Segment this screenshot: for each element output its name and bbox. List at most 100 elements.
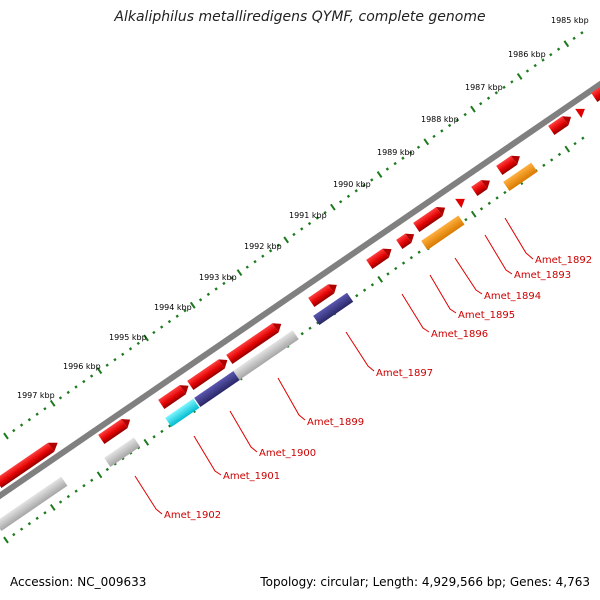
- minor-tick-mark: [136, 341, 140, 346]
- minor-tick-mark: [393, 161, 397, 166]
- forward-gene[interactable]: [308, 280, 340, 307]
- minor-tick-mark: [495, 196, 499, 200]
- genome-backbone: [0, 80, 600, 500]
- major-tick-mark: [49, 399, 56, 407]
- leader-amet-1902: [134, 475, 163, 515]
- forward-gene[interactable]: [158, 381, 191, 409]
- minor-tick-mark: [27, 522, 32, 526]
- minor-tick-mark: [401, 261, 406, 265]
- reverse-gene-cyan[interactable]: [165, 398, 200, 427]
- forward-gene[interactable]: [396, 230, 417, 249]
- gene-label-amet-1892[interactable]: Amet_1892: [535, 255, 592, 266]
- minor-tick-mark: [541, 58, 545, 62]
- gene-label-amet-1900[interactable]: Amet_1900: [259, 448, 316, 459]
- forward-gene[interactable]: [413, 203, 448, 232]
- minor-tick-mark: [479, 102, 483, 106]
- minor-tick-mark: [409, 151, 413, 155]
- forward-gene[interactable]: [575, 104, 588, 118]
- leader-amet-1893: [484, 234, 513, 275]
- major-tick-mark: [3, 432, 9, 440]
- forward-gene[interactable]: [187, 355, 230, 390]
- leader-amet-1892: [504, 217, 534, 260]
- minor-tick-mark: [315, 216, 319, 220]
- major-tick-mark: [49, 503, 56, 511]
- gene-label-amet-1895[interactable]: Amet_1895: [458, 310, 515, 321]
- major-tick-mark: [330, 203, 336, 211]
- gene-label-amet-1901[interactable]: Amet_1901: [223, 471, 280, 482]
- minor-tick-mark: [105, 467, 110, 472]
- forward-gene[interactable]: [455, 194, 468, 208]
- minor-tick-mark: [542, 163, 546, 168]
- forward-gene[interactable]: [98, 415, 133, 444]
- minor-tick-mark: [12, 532, 16, 537]
- minor-tick-mark: [308, 326, 312, 330]
- minor-tick-mark: [494, 91, 498, 95]
- major-tick-mark: [283, 236, 290, 244]
- kbp-label-1993: 1993 kbp: [199, 273, 237, 282]
- minor-tick-mark: [386, 272, 390, 276]
- minor-tick-mark: [300, 331, 304, 336]
- kbp-label-1994: 1994 kbp: [154, 303, 192, 312]
- reverse-gene-blue[interactable]: [313, 292, 354, 325]
- forward-gene[interactable]: [366, 245, 394, 269]
- forward-gene[interactable]: [496, 152, 523, 175]
- minor-tick-mark: [447, 123, 452, 128]
- minor-tick-mark: [82, 484, 86, 488]
- forward-gene[interactable]: [226, 319, 284, 364]
- major-tick-mark: [470, 210, 477, 218]
- minor-tick-mark: [409, 255, 414, 260]
- accession-text: Accession: NC_009633: [10, 575, 147, 589]
- forward-gene[interactable]: [591, 87, 600, 102]
- minor-tick-mark: [354, 189, 358, 193]
- reverse-strand-genes: [0, 162, 538, 531]
- leader-amet-1895: [429, 274, 457, 314]
- map-title: Alkaliphilus metalliredigens QYMF, compl…: [114, 9, 486, 25]
- forward-strand-genes: [0, 87, 600, 488]
- minor-tick-mark: [394, 266, 398, 271]
- forward-gene[interactable]: [471, 176, 493, 196]
- major-tick-mark: [423, 138, 430, 146]
- minor-tick-mark: [362, 288, 367, 292]
- leader-amet-1900: [229, 410, 258, 453]
- minor-tick-mark: [159, 325, 164, 329]
- minor-tick-mark: [222, 281, 226, 286]
- minor-tick-mark: [198, 298, 203, 302]
- minor-tick-mark: [175, 314, 179, 318]
- minor-tick-mark: [455, 118, 460, 122]
- gene-label-leaders: [134, 217, 534, 515]
- gene-label-amet-1902[interactable]: Amet_1902: [164, 510, 221, 521]
- minor-tick-mark: [105, 363, 109, 367]
- gene-label-amet-1897[interactable]: Amet_1897: [376, 368, 433, 379]
- reverse-gene-gray[interactable]: [233, 330, 299, 380]
- major-tick-mark: [3, 536, 9, 544]
- forward-gene[interactable]: [0, 438, 61, 488]
- minor-tick-mark: [43, 407, 47, 411]
- minor-tick-mark: [385, 167, 390, 171]
- gene-label-amet-1894[interactable]: Amet_1894: [484, 291, 541, 302]
- minor-tick-mark: [440, 129, 444, 133]
- minor-tick-mark: [323, 210, 327, 215]
- minor-tick-mark: [525, 69, 530, 73]
- minor-tick-mark: [27, 417, 32, 422]
- forward-gene[interactable]: [548, 112, 574, 135]
- reverse-gene-orange[interactable]: [503, 162, 538, 191]
- kbp-label-1986: 1986 kbp: [508, 50, 546, 59]
- gene-label-amet-1896[interactable]: Amet_1896: [431, 329, 488, 340]
- reverse-gene-gray[interactable]: [104, 437, 141, 467]
- gene-label-amet-1899[interactable]: Amet_1899: [307, 417, 364, 428]
- major-tick-mark: [143, 438, 150, 446]
- minor-tick-mark: [292, 232, 296, 237]
- minor-tick-mark: [487, 201, 491, 206]
- reverse-gene-gray[interactable]: [0, 476, 68, 531]
- minor-tick-mark: [355, 293, 359, 298]
- gene-label-amet-1893[interactable]: Amet_1893: [514, 270, 571, 281]
- minor-tick-mark: [19, 527, 24, 531]
- leader-amet-1894: [454, 257, 483, 295]
- minor-tick-mark: [557, 152, 562, 157]
- major-tick-mark: [96, 367, 103, 375]
- reverse-gene-orange[interactable]: [421, 215, 465, 250]
- reverse-gene-blue[interactable]: [194, 370, 240, 407]
- minor-tick-mark: [66, 390, 70, 395]
- minor-tick-mark: [417, 250, 421, 254]
